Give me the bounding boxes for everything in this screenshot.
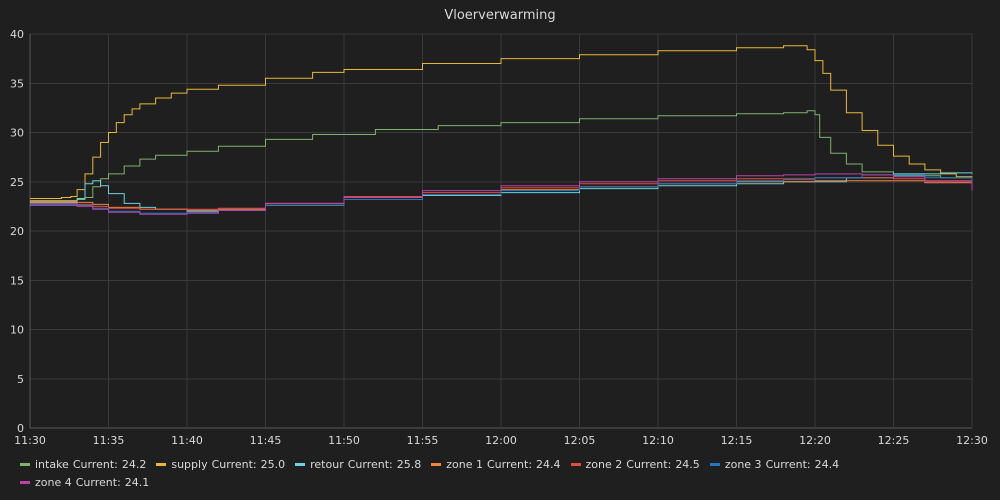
- series-group: [30, 45, 973, 215]
- legend-swatch: [20, 462, 30, 466]
- legend: intake Current: 24.2 supply Current: 25.0 reto…: [20, 456, 960, 492]
- legend-series-name: zone 1: [446, 458, 483, 471]
- y-tick-label: 25: [10, 176, 24, 189]
- legend-current-label: Current:: [626, 458, 672, 471]
- y-tick-label: 20: [10, 225, 24, 238]
- legend-current-label: Current:: [211, 458, 257, 471]
- legend-series-name: intake: [35, 458, 69, 471]
- legend-item-retour[interactable]: retour Current: 25.8: [295, 456, 421, 474]
- x-tick-label: 12:25: [878, 434, 910, 447]
- legend-current-label: Current:: [347, 458, 393, 471]
- chart-title: Vloerverwarming: [444, 8, 555, 23]
- legend-item-zone-4[interactable]: zone 4 Current: 24.1: [20, 474, 149, 492]
- x-tick-label: 12:00: [485, 434, 517, 447]
- legend-current-label: Current:: [487, 458, 533, 471]
- legend-series-name: zone 3: [724, 458, 762, 471]
- legend-current-value: 24.1: [124, 476, 150, 489]
- legend-swatch: [295, 462, 306, 466]
- y-tick-label: 10: [10, 324, 24, 337]
- y-tick-label: 40: [10, 28, 24, 41]
- x-tick-label: 11:55: [407, 434, 439, 447]
- series-line-intake: [30, 110, 973, 201]
- series-line-zone-3: [30, 174, 973, 214]
- legend-item-zone-3[interactable]: zone 3 Current: 24.4: [709, 456, 840, 474]
- legend-swatch: [156, 462, 167, 466]
- legend-series-name: zone 2: [585, 458, 623, 471]
- x-tick-label: 11:50: [328, 434, 360, 447]
- x-tick-label: 12:10: [642, 434, 674, 447]
- series-line-zone-4: [30, 173, 973, 215]
- x-axis-ticks: 11:30 11:35 11:40 11:45 11:50 11:55 12:00 12:05…: [14, 434, 988, 447]
- legend-item-zone-1[interactable]: zone 1 Current: 24.4: [431, 456, 561, 474]
- legend-current-value: 24.2: [121, 458, 147, 471]
- legend-item-zone-2[interactable]: zone 2 Current: 24.5: [570, 456, 700, 474]
- legend-item-supply[interactable]: supply Current: 25.0: [156, 456, 285, 474]
- legend-current-value: 24.5: [675, 458, 700, 471]
- legend-current-label: Current:: [765, 458, 811, 471]
- legend-swatch: [431, 462, 442, 466]
- grid: [29, 33, 973, 429]
- legend-current-value: 24.4: [536, 458, 561, 471]
- legend-series-name: retour: [310, 458, 344, 471]
- x-tick-label: 12:05: [564, 434, 596, 447]
- x-tick-label: 11:35: [93, 434, 125, 447]
- legend-current-value: 25.8: [396, 458, 422, 471]
- legend-swatch: [709, 462, 720, 466]
- x-tick-label: 12:20: [799, 434, 831, 447]
- legend-swatch: [20, 480, 30, 484]
- legend-series-name: supply: [171, 458, 208, 471]
- legend-current-label: Current:: [72, 458, 118, 471]
- legend-series-name: zone 4: [35, 476, 72, 489]
- legend-swatch: [570, 462, 581, 466]
- y-tick-label: 5: [17, 373, 24, 386]
- y-axis-ticks: 0 5 10 15 20 25 30 35 40: [10, 28, 24, 435]
- x-tick-label: 11:40: [171, 434, 203, 447]
- legend-current-value: 25.0: [260, 458, 286, 471]
- y-tick-label: 30: [10, 127, 24, 140]
- y-tick-label: 35: [10, 77, 24, 90]
- legend-current-value: 24.4: [814, 458, 840, 471]
- series-line-supply: [30, 45, 973, 199]
- legend-item-intake[interactable]: intake Current: 24.2: [20, 456, 146, 474]
- x-tick-label: 11:45: [250, 434, 282, 447]
- y-tick-label: 0: [17, 422, 24, 435]
- y-tick-label: 15: [10, 274, 24, 287]
- x-tick-label: 12:15: [721, 434, 753, 447]
- x-tick-label: 11:30: [14, 434, 46, 447]
- legend-current-label: Current:: [75, 476, 121, 489]
- x-tick-label: 12:30: [956, 434, 988, 447]
